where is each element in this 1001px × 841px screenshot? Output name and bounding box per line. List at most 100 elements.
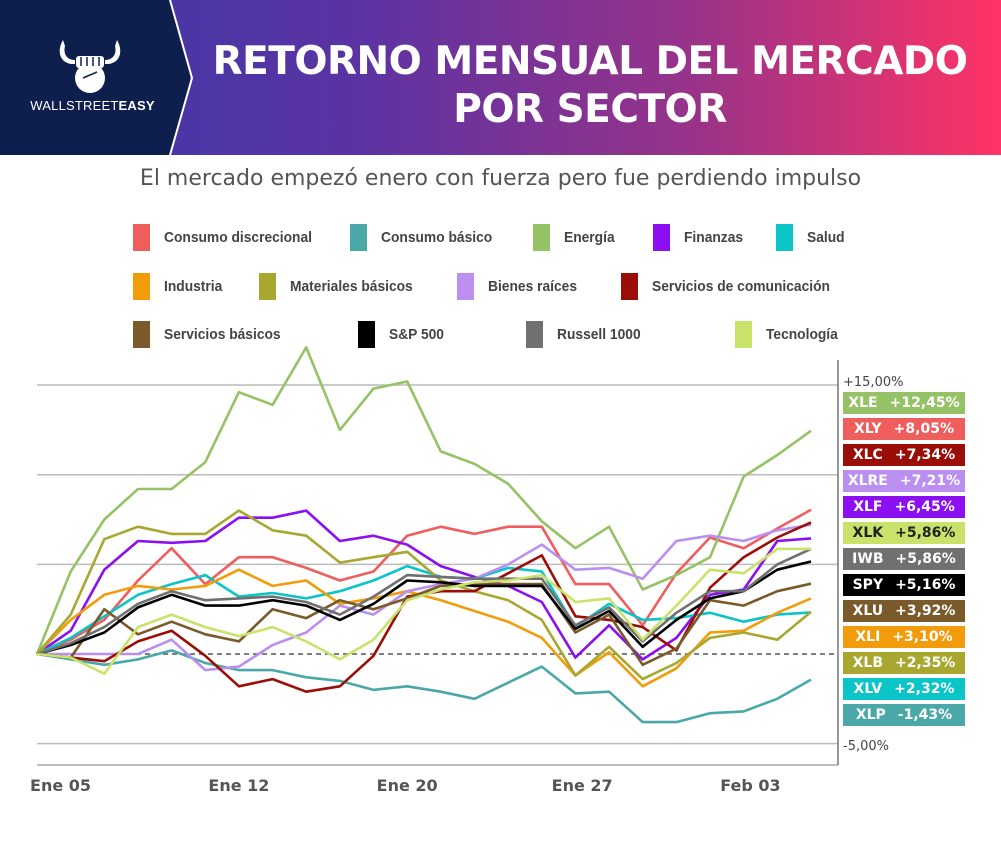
badge-ticker: XLB — [852, 655, 884, 671]
legend-item-sp500: S&P 500 — [358, 320, 449, 348]
legend-item-salud: Salud — [776, 223, 848, 251]
x-tick-label: Feb 03 — [720, 776, 780, 795]
badge-value: +2,35% — [895, 655, 956, 671]
series-line-xlv — [36, 564, 812, 656]
legend-swatch — [526, 320, 543, 348]
series-line-xle — [35, 346, 812, 655]
badge-value: +5,86% — [895, 551, 956, 567]
x-tick-label: Ene 20 — [377, 776, 438, 795]
badge-ticker: XLU — [852, 603, 884, 619]
badge-ticker: XLC — [852, 447, 883, 463]
series-line-xly — [36, 508, 812, 656]
legend-item-energia: Energía — [533, 223, 619, 251]
brand-logo-text: WALLSTREETEASY — [30, 98, 155, 113]
series-line-xlk — [36, 547, 811, 676]
x-tick-label: Ene 27 — [552, 776, 613, 795]
legend-swatch — [776, 223, 793, 251]
legend-label: Bienes raíces — [488, 277, 577, 295]
series-line-xlf — [36, 509, 812, 661]
legend-swatch — [457, 272, 474, 300]
x-tick-label: Ene 05 — [30, 776, 91, 795]
legend-item-finanzas: Finanzas — [653, 223, 748, 251]
legend-label: S&P 500 — [389, 325, 444, 343]
legend-swatch — [350, 223, 367, 251]
final-value-badge-xlc: XLC +7,34% — [843, 444, 965, 466]
page-title: RETORNO MENSUAL DEL MERCADO POR SECTOR — [200, 38, 980, 134]
legend-label: Industria — [164, 277, 223, 295]
badge-ticker: XLI — [855, 629, 881, 645]
chart-subtitle: El mercado empezó enero con fuerza pero … — [139, 166, 862, 191]
legend-swatch — [133, 272, 150, 300]
series-line-xlre — [37, 523, 812, 672]
y-tick-label-bottom: -5,00% — [843, 739, 889, 754]
final-value-badge-xlv: XLV +2,32% — [843, 678, 965, 700]
badge-value: +12,45% — [889, 395, 960, 411]
badge-value: -1,43% — [897, 707, 953, 723]
badge-ticker: XLRE — [847, 473, 888, 489]
badge-ticker: XLF — [853, 499, 883, 515]
legend-swatch — [735, 320, 752, 348]
legend-swatch — [621, 272, 638, 300]
final-value-badge-xlf: XLF +6,45% — [843, 496, 965, 518]
legend-item-materiales-basicos: Materiales básicos — [259, 272, 423, 300]
badge-value: +2,32% — [894, 681, 955, 697]
badge-ticker: XLE — [848, 395, 878, 411]
final-value-badge-xlp: XLP -1,43% — [843, 704, 965, 726]
badge-value: +6,45% — [894, 499, 955, 515]
legend-item-industria: Industria — [133, 272, 227, 300]
header-banner: WALLSTREETEASY RETORNO MENSUAL DEL MERCA… — [0, 0, 1001, 155]
final-value-badge-xly: XLY +8,05% — [843, 418, 965, 440]
legend-item-servicios-basicos: Servicios básicos — [133, 320, 291, 348]
final-value-badge-xlb: XLB +2,35% — [843, 652, 965, 674]
legend-label: Tecnología — [766, 325, 838, 343]
legend-label: Servicios de comunicación — [652, 277, 830, 295]
badge-ticker: SPY — [852, 577, 884, 593]
final-value-badge-xli: XLI +3,10% — [843, 626, 965, 648]
legend-label: Finanzas — [684, 228, 744, 246]
final-value-badge-xlu: XLU +3,92% — [843, 600, 965, 622]
badge-value: +7,34% — [894, 447, 956, 463]
legend-label: Salud — [807, 228, 845, 246]
bull-fist-logo-icon — [59, 40, 121, 93]
badge-value: +5,86% — [895, 525, 956, 541]
final-value-badge-xlre: XLRE +7,21% — [843, 470, 965, 492]
legend-item-consumo-basico: Consumo básico — [350, 223, 502, 251]
badge-ticker: XLK — [852, 525, 884, 541]
badge-value: +5,16% — [895, 577, 956, 593]
final-value-badge-spy: SPY +5,16% — [843, 574, 965, 596]
final-value-badge-xle: XLE +12,45% — [843, 392, 965, 414]
legend-label: Consumo básico — [381, 228, 493, 246]
legend-label: Consumo discrecional — [164, 228, 313, 246]
legend-swatch — [133, 320, 150, 348]
logo-panel-edge — [169, 0, 194, 155]
badge-ticker: XLY — [854, 421, 882, 437]
legend-swatch — [653, 223, 670, 251]
y-tick-label-top: +15,00% — [843, 375, 903, 390]
legend-swatch — [358, 320, 375, 348]
legend-swatch — [133, 223, 150, 251]
series-line-iwb — [36, 547, 812, 656]
legend-label: Russell 1000 — [557, 325, 641, 343]
title-line-1: RETORNO MENSUAL DEL MERCADO — [212, 39, 968, 84]
legend-item-servicios-comunicacion: Servicios de comunicación — [621, 272, 845, 300]
badge-value: +7,21% — [899, 473, 961, 489]
series-line-xlp — [36, 649, 812, 724]
legend-item-consumo-discrecional: Consumo discrecional — [133, 223, 325, 251]
legend-label: Materiales básicos — [290, 277, 413, 295]
badge-value: +3,92% — [895, 603, 956, 619]
legend-swatch — [533, 223, 550, 251]
series-line-spy — [36, 560, 812, 656]
title-line-2: POR SECTOR — [453, 87, 727, 132]
badge-ticker: XLV — [853, 681, 883, 697]
badge-value: +3,10% — [892, 629, 953, 645]
legend-label: Servicios básicos — [164, 325, 281, 343]
legend-label: Energía — [564, 228, 615, 246]
legend-swatch — [259, 272, 276, 300]
badge-value: +8,05% — [893, 421, 954, 437]
badge-ticker: IWB — [852, 551, 884, 567]
badge-ticker: XLP — [855, 707, 886, 723]
x-tick-label: Ene 12 — [208, 776, 269, 795]
series-line-xlu — [36, 582, 812, 667]
legend-item-bienes-raices: Bienes raíces — [457, 272, 585, 300]
